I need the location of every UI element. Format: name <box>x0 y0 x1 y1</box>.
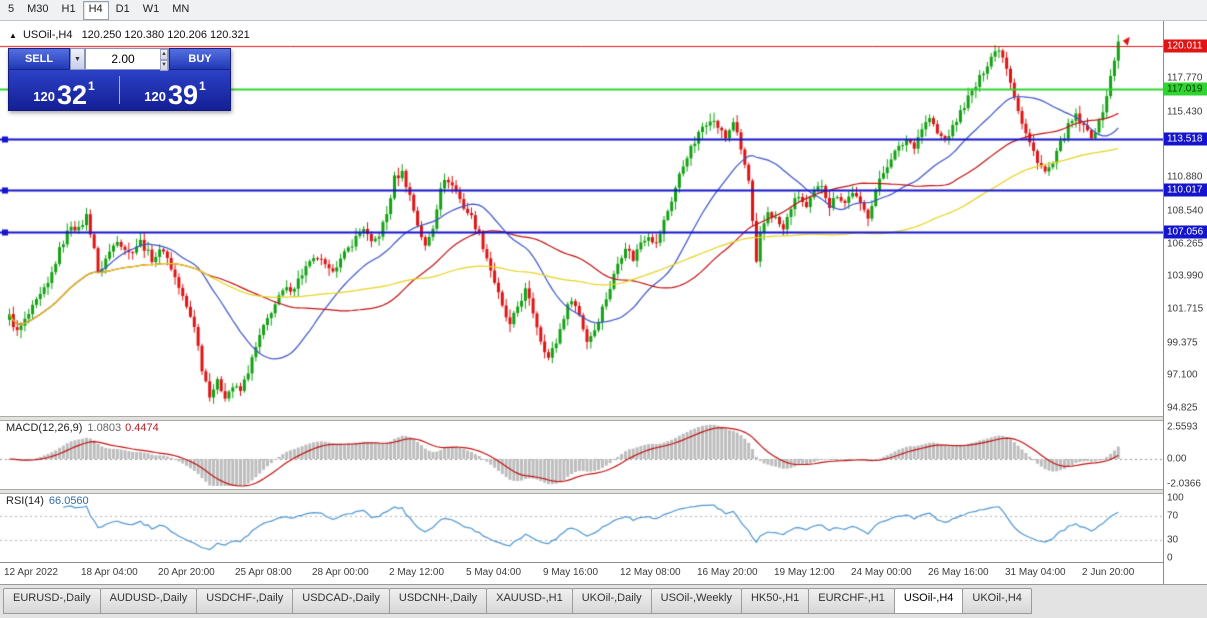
ask-price-button[interactable]: 120 39 1 <box>120 68 230 112</box>
time-label: 20 Apr 20:00 <box>158 567 215 578</box>
ask-pip-digit: 1 <box>199 79 206 93</box>
rsi-tick: 30 <box>1167 534 1179 546</box>
macd-tick: 0.00 <box>1167 453 1187 465</box>
tab-usoil-h4[interactable]: USOil-,H4 <box>893 588 964 614</box>
timeframe-m30[interactable]: M30 <box>27 2 49 15</box>
rsi-value: 66.0560 <box>48 495 89 507</box>
time-label: 31 May 04:00 <box>1005 567 1066 578</box>
macd-chart-canvas[interactable] <box>0 419 1163 489</box>
timeframe-w1[interactable]: W1 <box>142 2 160 15</box>
price-badge: 117.019 <box>1164 82 1207 96</box>
chart-title: ▲ USOil-,H4 120.250 120.380 120.206 120.… <box>9 29 250 41</box>
rsi-panel-splitter[interactable] <box>0 489 1207 494</box>
rsi-tick: 70 <box>1167 510 1179 522</box>
time-label: 16 May 20:00 <box>697 567 758 578</box>
order-type-dropdown[interactable]: ▼ <box>70 48 85 70</box>
tab-hk50-h1[interactable]: HK50-,H1 <box>740 588 810 614</box>
tab-usdcnh-daily[interactable]: USDCNH-,Daily <box>388 588 488 614</box>
tab-ukoil-daily[interactable]: UKOil-,Daily <box>571 588 652 614</box>
chart-ohlc-values: 120.250 120.380 120.206 120.321 <box>81 29 250 41</box>
lot-increase-button[interactable]: ▲ <box>160 49 168 60</box>
bid-pip-digit: 1 <box>88 79 95 93</box>
time-label: 2 Jun 20:00 <box>1082 567 1135 578</box>
rsi-tick: 100 <box>1167 492 1184 504</box>
lot-size-field: ▲ ▼ <box>85 48 169 71</box>
price-tick: 97.100 <box>1167 369 1198 381</box>
tab-usdchf-daily[interactable]: USDCHF-,Daily <box>196 588 294 614</box>
sell-button[interactable]: SELL <box>8 48 70 70</box>
macd-name: MACD(12,26,9) <box>6 422 83 434</box>
price-badge: 107.056 <box>1164 225 1207 239</box>
price-tick: 117.770 <box>1167 72 1203 84</box>
time-label: 12 Apr 2022 <box>4 567 58 578</box>
tab-audusd-daily[interactable]: AUDUSD-,Daily <box>99 588 198 614</box>
lot-decrease-button[interactable]: ▼ <box>160 60 168 71</box>
bid-prefix: 120 <box>33 89 55 104</box>
macd-signal-value: 0.4474 <box>125 422 159 434</box>
macd-panel-splitter[interactable] <box>0 416 1207 421</box>
macd-label: MACD(12,26,9) 1.0803 0.4474 <box>6 422 159 434</box>
chart-symbol-label: USOil-,H4 <box>22 29 73 41</box>
price-tick: 115.430 <box>1167 106 1203 118</box>
bid-ask-row: 120 32 1 120 39 1 <box>8 70 231 111</box>
macd-tick: 2.5593 <box>1167 421 1198 433</box>
timeframe-bar: 5 M30 H1 H4 D1 W1 MN <box>2 0 195 20</box>
tab-ukoil-h4[interactable]: UKOil-,H4 <box>962 588 1032 614</box>
ask-prefix: 120 <box>144 89 166 104</box>
time-label: 26 May 16:00 <box>928 567 989 578</box>
time-label: 19 May 12:00 <box>774 567 835 578</box>
chevron-down-icon: ▼ <box>74 55 81 63</box>
price-badge: 113.518 <box>1164 132 1207 146</box>
ask-big-digits: 39 <box>167 80 199 110</box>
timeframe-toolbar: 5 M30 H1 H4 D1 W1 MN <box>0 0 1207 21</box>
price-tick: 99.375 <box>1167 337 1198 349</box>
price-badge: 110.017 <box>1164 183 1207 197</box>
tab-usdcad-daily[interactable]: USDCAD-,Daily <box>292 588 390 614</box>
price-tick: 106.265 <box>1167 238 1204 250</box>
bid-price-button[interactable]: 120 32 1 <box>9 68 119 112</box>
rsi-tick: 0 <box>1167 552 1173 564</box>
timeframe-5[interactable]: 5 <box>8 2 15 15</box>
time-label: 9 May 16:00 <box>543 567 599 578</box>
price-tick: 110.880 <box>1167 171 1203 183</box>
time-label: 5 May 04:00 <box>466 567 522 578</box>
tab-xauusd-h1[interactable]: XAUUSD-,H1 <box>486 588 573 614</box>
price-divider <box>119 76 120 104</box>
rsi-chart-canvas[interactable] <box>0 492 1163 562</box>
time-label: 18 Apr 04:00 <box>81 567 138 578</box>
lot-spinner: ▲ ▼ <box>160 49 168 71</box>
timeframe-mn[interactable]: MN <box>172 2 190 15</box>
timeframe-d1[interactable]: D1 <box>115 2 130 15</box>
price-tick: 108.540 <box>1167 205 1204 217</box>
macd-tick: -2.0366 <box>1167 478 1201 490</box>
lot-size-input[interactable] <box>86 49 161 69</box>
price-axis[interactable]: 117.770 115.430 110.880 108.540 106.265 103.9… <box>1163 20 1207 584</box>
rsi-name: RSI(14) <box>6 495 44 507</box>
tab-eurchf-h1[interactable]: EURCHF-,H1 <box>808 588 895 614</box>
price-tick: 94.825 <box>1167 402 1198 414</box>
buy-button[interactable]: BUY <box>169 48 231 70</box>
time-label: 25 Apr 08:00 <box>235 567 292 578</box>
price-tick: 103.990 <box>1167 270 1204 282</box>
macd-main-value: 1.0803 <box>87 422 122 434</box>
timeframe-h1[interactable]: H1 <box>61 2 76 15</box>
trade-controls-row: SELL ▼ ▲ ▼ BUY <box>8 48 231 71</box>
price-tick: 101.715 <box>1167 303 1204 315</box>
timeframe-h4[interactable]: H4 <box>82 0 109 20</box>
time-axis[interactable]: 12 Apr 2022 18 Apr 04:00 20 Apr 20:00 25 Ap… <box>0 562 1163 585</box>
time-label: 12 May 08:00 <box>620 567 681 578</box>
rsi-label: RSI(14) 66.0560 <box>6 495 89 507</box>
chart-region: ▲ USOil-,H4 120.250 120.380 120.206 120.… <box>0 20 1207 585</box>
time-label: 2 May 12:00 <box>389 567 445 578</box>
bid-big-digits: 32 <box>56 80 88 110</box>
time-label: 28 Apr 00:00 <box>312 567 369 578</box>
symbol-tabbar: EURUSD-,Daily AUDUSD-,Daily USDCHF-,Daily U… <box>0 584 1207 618</box>
collapse-arrow-icon[interactable]: ▲ <box>9 31 17 40</box>
tab-usoil-weekly[interactable]: USOil-,Weekly <box>650 588 742 614</box>
tab-eurusd-daily[interactable]: EURUSD-,Daily <box>3 588 101 614</box>
time-label: 24 May 00:00 <box>851 567 912 578</box>
price-badge: 120.011 <box>1164 39 1207 53</box>
